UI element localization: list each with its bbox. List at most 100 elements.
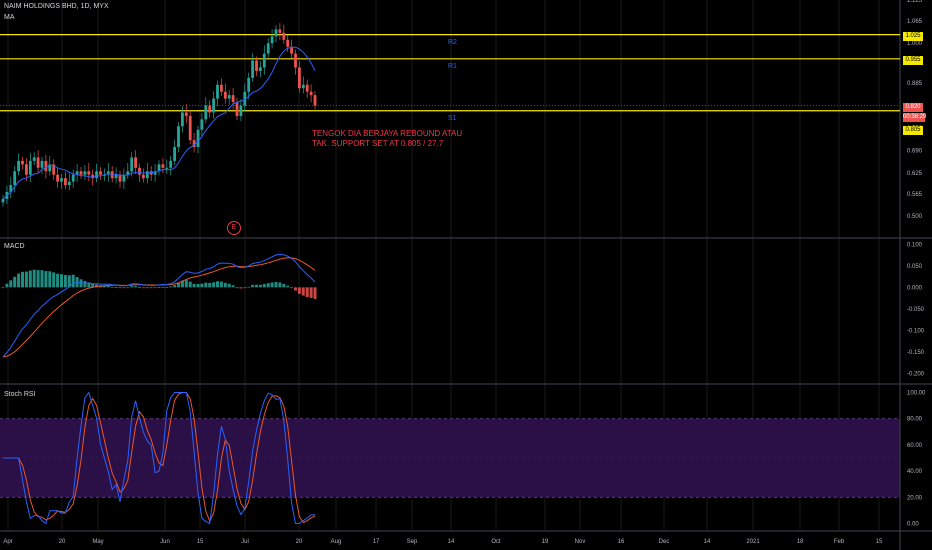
r1-price-badge: 0.955 bbox=[903, 56, 923, 65]
candle-body bbox=[157, 164, 161, 172]
candle-body bbox=[130, 157, 134, 172]
price-axis-tick-label: 1.000 bbox=[907, 41, 923, 47]
macd-histogram-bar bbox=[24, 271, 28, 288]
macd-histogram-bar bbox=[60, 274, 63, 288]
macd-histogram-bar bbox=[192, 283, 196, 288]
macd-histogram-bar bbox=[118, 287, 122, 289]
macd-histogram-bar bbox=[67, 275, 71, 288]
time-axis-tick-label: 14 bbox=[448, 539, 455, 545]
time-axis-tick-label: Sep bbox=[407, 539, 418, 545]
s1-level-label: S1 bbox=[448, 115, 457, 122]
candle-body bbox=[286, 39, 290, 47]
macd-histogram-bar bbox=[9, 280, 13, 288]
macd-histogram-bar bbox=[126, 287, 130, 289]
candle-body bbox=[278, 29, 282, 33]
time-axis-tick-label: 20 bbox=[296, 539, 303, 545]
time-axis-tick-label: 19 bbox=[542, 539, 549, 545]
candle-body bbox=[282, 32, 286, 40]
candle-body bbox=[32, 157, 36, 161]
candle-body bbox=[134, 157, 137, 168]
macd-histogram-bar bbox=[212, 282, 216, 288]
candle-body bbox=[1, 198, 5, 203]
candle-body bbox=[192, 140, 196, 148]
macd-histogram-bar bbox=[71, 274, 75, 288]
stoch-k-line bbox=[3, 391, 315, 525]
candle-body bbox=[122, 174, 126, 182]
price-axis-tick-label: 0.885 bbox=[907, 81, 923, 87]
candle-body bbox=[87, 171, 91, 175]
price-axis-tick-label: 0.690 bbox=[907, 149, 923, 155]
candle-body bbox=[83, 171, 87, 175]
macd-histogram-bar bbox=[270, 282, 274, 288]
candle-body bbox=[181, 112, 184, 127]
candle-body bbox=[247, 77, 251, 92]
price-axis-tick-label: 0.565 bbox=[907, 192, 923, 198]
candle-body bbox=[13, 171, 17, 186]
symbol-title: NAIM HOLDINGS BHD, 1D, MYX bbox=[4, 3, 109, 10]
time-axis-tick-label: Nov bbox=[575, 539, 586, 545]
candle-body bbox=[305, 84, 309, 92]
candle-body bbox=[309, 91, 313, 96]
candle-body bbox=[126, 171, 130, 175]
macd-histogram-bar bbox=[138, 286, 141, 288]
macd-histogram-bar bbox=[305, 287, 309, 298]
time-axis-tick-label: 16 bbox=[618, 539, 625, 545]
price-axis-tick-label: 80.00 bbox=[907, 417, 923, 423]
stoch-rsi-indicator-label: Stoch RSI bbox=[4, 391, 36, 398]
candle-body bbox=[251, 60, 254, 78]
candle-body bbox=[239, 105, 243, 116]
candle-body bbox=[44, 160, 48, 172]
candle-body bbox=[270, 36, 274, 44]
candle-body bbox=[165, 167, 169, 169]
macd-histogram-bar bbox=[1, 287, 5, 289]
candle-body bbox=[99, 171, 102, 175]
price-axis-tick-label: -0.050 bbox=[907, 307, 925, 313]
macd-histogram-bar bbox=[227, 283, 231, 288]
candle-body bbox=[243, 91, 247, 106]
candle-body bbox=[48, 164, 52, 172]
candle-body bbox=[313, 95, 317, 106]
candle-body bbox=[142, 174, 145, 179]
macd-histogram-bar bbox=[184, 279, 188, 288]
macd-histogram-bar bbox=[286, 285, 290, 288]
time-axis-tick-label: 17 bbox=[373, 539, 380, 545]
time-axis-tick-label: 14 bbox=[704, 539, 711, 545]
macd-histogram-bar bbox=[32, 269, 36, 288]
candle-body bbox=[95, 171, 98, 179]
macd-histogram-bar bbox=[180, 280, 184, 288]
candle-body bbox=[25, 164, 28, 175]
macd-histogram-bar bbox=[149, 287, 153, 289]
time-axis-tick-label: 20 bbox=[59, 539, 66, 545]
time-axis-tick-label: 18 bbox=[797, 539, 804, 545]
macd-histogram-bar bbox=[188, 281, 192, 288]
candle-body bbox=[71, 174, 75, 182]
candle-body bbox=[118, 174, 122, 182]
macd-histogram-bar bbox=[102, 285, 106, 288]
candle-body bbox=[60, 178, 63, 182]
price-axis-tick-label: 60.00 bbox=[907, 443, 923, 449]
annotation-text: TENGOK DIA BERJAYA REBOUND ATAU TAK. SUP… bbox=[312, 129, 462, 149]
earnings-marker[interactable]: E bbox=[227, 221, 241, 235]
price-axis-tick-label: 1.125 bbox=[907, 0, 923, 4]
candle-body bbox=[223, 91, 227, 99]
candle-body bbox=[196, 129, 200, 148]
macd-indicator-label: MACD bbox=[4, 243, 25, 250]
candle-body bbox=[153, 171, 157, 175]
candle-body bbox=[188, 115, 192, 141]
candle-body bbox=[103, 174, 106, 176]
macd-histogram-bar bbox=[28, 270, 32, 288]
macd-histogram-bar bbox=[196, 284, 200, 288]
macd-histogram-bar bbox=[282, 283, 286, 288]
macd-histogram-bar bbox=[91, 283, 95, 288]
macd-histogram-bar bbox=[52, 272, 56, 288]
candle-body bbox=[200, 119, 204, 130]
candle-body bbox=[184, 112, 188, 116]
candle-body bbox=[301, 84, 305, 89]
macd-histogram-bar bbox=[266, 283, 270, 288]
macd-histogram-bar bbox=[87, 282, 91, 288]
candle-body bbox=[36, 157, 40, 168]
macd-histogram-bar bbox=[141, 287, 145, 289]
candle-body bbox=[212, 98, 215, 113]
macd-histogram-bar bbox=[110, 286, 114, 288]
